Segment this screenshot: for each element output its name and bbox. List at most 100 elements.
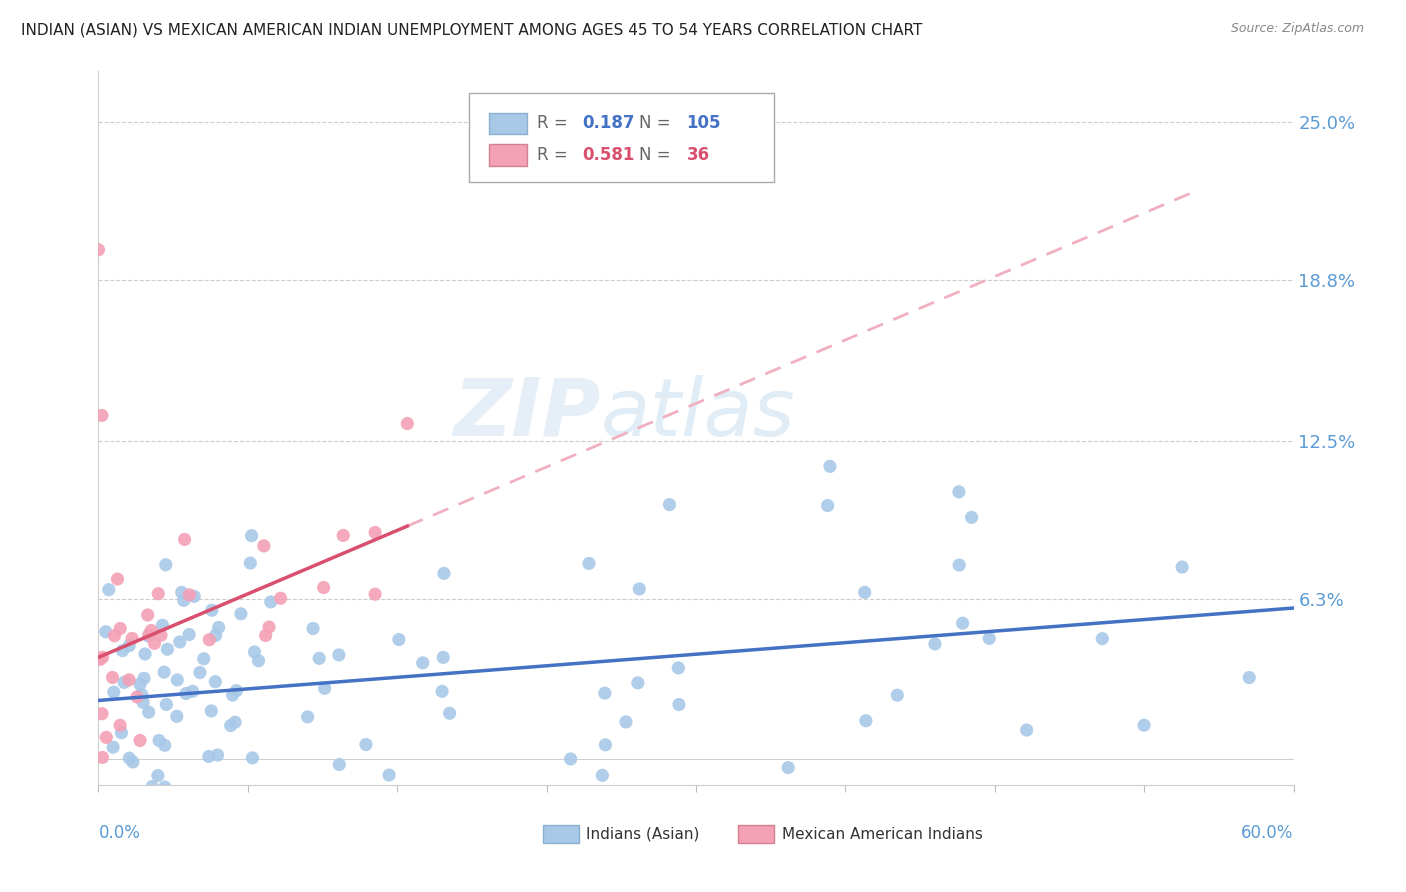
Text: Mexican American Indians: Mexican American Indians <box>782 827 983 842</box>
Point <box>614 714 637 729</box>
Point <box>138 705 160 719</box>
Point <box>1239 671 1261 685</box>
Point <box>141 624 163 638</box>
Point <box>128 786 150 800</box>
Point <box>627 676 650 690</box>
Point <box>181 684 204 698</box>
FancyBboxPatch shape <box>470 93 773 182</box>
Text: ZIP: ZIP <box>453 375 600 453</box>
Point <box>204 674 226 689</box>
Point <box>166 709 188 723</box>
Point <box>855 714 877 728</box>
Point <box>253 539 276 553</box>
Text: Indians (Asian): Indians (Asian) <box>586 827 699 842</box>
Point <box>817 499 839 513</box>
Text: R =: R = <box>537 146 574 164</box>
Point <box>224 715 246 730</box>
Text: R =: R = <box>537 114 574 132</box>
FancyBboxPatch shape <box>543 825 579 844</box>
Point <box>247 654 270 668</box>
Point <box>433 566 456 581</box>
Point <box>328 757 350 772</box>
Point <box>173 533 195 547</box>
Point <box>96 731 118 745</box>
Point <box>208 620 231 634</box>
Text: N =: N = <box>638 114 675 132</box>
Point <box>952 616 974 631</box>
Text: Source: ZipAtlas.com: Source: ZipAtlas.com <box>1230 22 1364 36</box>
Point <box>201 603 224 617</box>
Text: 36: 36 <box>686 146 710 164</box>
Point <box>242 751 264 765</box>
Point <box>948 484 970 499</box>
Point <box>111 643 134 657</box>
Point <box>179 588 201 602</box>
Point <box>97 582 120 597</box>
Point <box>432 650 454 665</box>
Point <box>314 681 336 696</box>
Point <box>853 585 876 599</box>
Point <box>110 622 132 636</box>
Point <box>118 639 141 653</box>
Point <box>141 780 163 794</box>
Point <box>1015 723 1038 737</box>
Point <box>204 628 226 642</box>
Point <box>188 665 211 680</box>
Point <box>94 624 117 639</box>
Text: 0.581: 0.581 <box>582 146 636 164</box>
Point <box>174 687 197 701</box>
Point <box>132 695 155 709</box>
Point <box>166 673 188 687</box>
Point <box>578 557 600 571</box>
Point <box>430 684 453 698</box>
Point <box>87 243 110 257</box>
Text: INDIAN (ASIAN) VS MEXICAN AMERICAN INDIAN UNEMPLOYMENT AMONG AGES 45 TO 54 YEARS: INDIAN (ASIAN) VS MEXICAN AMERICAN INDIA… <box>21 22 922 37</box>
Point <box>336 826 359 840</box>
Point <box>560 752 582 766</box>
Point <box>948 558 970 573</box>
Point <box>240 529 263 543</box>
Point <box>129 733 152 747</box>
FancyBboxPatch shape <box>738 825 773 844</box>
Point <box>979 632 1001 646</box>
Point <box>110 725 132 739</box>
Point <box>152 618 174 632</box>
Text: 0.0%: 0.0% <box>98 824 141 842</box>
Point <box>198 632 221 647</box>
Point <box>118 751 141 765</box>
Point <box>125 690 148 704</box>
Point <box>155 558 177 572</box>
Point <box>131 688 153 702</box>
Point <box>104 805 127 819</box>
Point <box>121 632 143 646</box>
Point <box>153 665 176 680</box>
Point <box>138 627 160 641</box>
Point <box>155 698 177 712</box>
Point <box>134 647 156 661</box>
Text: 105: 105 <box>686 114 721 132</box>
Point <box>136 607 159 622</box>
Point <box>177 798 200 813</box>
Point <box>108 718 131 732</box>
Point <box>257 620 280 634</box>
Point <box>297 710 319 724</box>
Point <box>628 582 651 596</box>
Point <box>219 718 242 732</box>
Point <box>778 761 800 775</box>
Point <box>270 591 292 606</box>
Point <box>260 595 283 609</box>
Point <box>183 590 205 604</box>
Point <box>110 799 132 814</box>
Point <box>221 688 243 702</box>
Point <box>239 556 262 570</box>
Point <box>312 581 335 595</box>
Point <box>153 739 176 753</box>
Point <box>412 656 434 670</box>
Text: N =: N = <box>638 146 675 164</box>
Point <box>121 789 143 803</box>
Point <box>148 587 170 601</box>
Point <box>90 409 112 423</box>
Point <box>668 698 690 712</box>
Point <box>170 585 193 599</box>
Point <box>818 459 841 474</box>
